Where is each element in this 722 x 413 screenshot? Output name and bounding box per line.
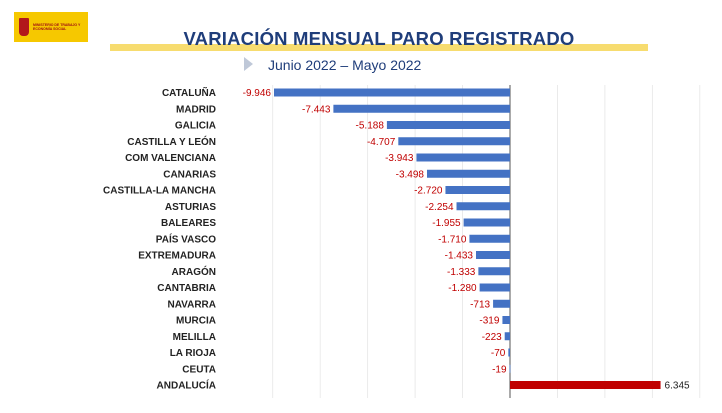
category-labels: CATALUÑA MADRID GALICIA CASTILLA Y LEÓN COM …: [103, 86, 216, 392]
category-label: CASTILLA Y LEÓN: [127, 135, 216, 148]
bar-cantabria: [479, 283, 510, 292]
category-label: ANDALUCÍA: [157, 379, 216, 392]
value-label: -1.710: [438, 234, 467, 245]
category-label: GALICIA: [175, 121, 216, 132]
bar-galicia: [386, 121, 510, 129]
coat-of-arms-icon: [19, 18, 29, 36]
value-label: -5.188: [356, 121, 385, 132]
value-label: 6.345: [665, 381, 690, 392]
category-label: PAÍS VASCO: [156, 232, 216, 245]
category-label: COM VALENCIANA: [125, 153, 216, 164]
value-label: -713: [470, 299, 490, 310]
value-label: -19: [492, 364, 507, 375]
bar-aragón: [478, 267, 510, 276]
bar-ceuta: [509, 364, 511, 373]
value-label: -7.443: [302, 104, 331, 115]
value-label: -1.333: [447, 267, 476, 278]
bar-andalucía: [510, 381, 661, 389]
category-label: EXTREMADURA: [138, 251, 216, 262]
bars: [274, 88, 661, 389]
value-label: -319: [479, 316, 499, 327]
value-label: -2.720: [414, 186, 443, 197]
category-label: CANARIAS: [163, 169, 216, 180]
government-logo: Ministerio de Trabajo y Economía Social: [14, 12, 88, 42]
value-label: -3.943: [385, 153, 414, 164]
value-label: -9.946: [243, 88, 272, 99]
bar-melilla: [504, 332, 510, 341]
bar-murcia: [502, 316, 510, 324]
value-labels: -9.946 -7.443 -5.188 -4.707 -3.943 -3.498 -2.7…: [243, 88, 690, 392]
bar-com-valenciana: [416, 153, 510, 162]
bar-madrid: [333, 104, 510, 113]
subtitle-arrow-icon: [244, 57, 253, 71]
category-label: CANTABRIA: [157, 283, 216, 294]
category-label: BALEARES: [161, 218, 216, 229]
value-label: -70: [491, 348, 506, 359]
bar-cataluña: [274, 88, 510, 97]
bar-la-rioja: [508, 348, 510, 357]
value-label: -1.955: [432, 218, 461, 229]
category-label: LA RIOJA: [170, 348, 216, 359]
value-label: -1.433: [445, 251, 474, 262]
category-label: MELILLA: [173, 332, 216, 343]
bar-baleares: [463, 218, 510, 227]
value-label: -1.280: [448, 283, 477, 294]
category-label: ASTURIAS: [165, 202, 216, 213]
chart-subtitle: Junio 2022 – Mayo 2022: [268, 57, 422, 73]
value-label: -4.707: [367, 137, 396, 148]
bar-canarias: [426, 169, 510, 178]
bar-país-vasco: [469, 234, 510, 243]
category-label: CEUTA: [182, 364, 216, 375]
bar-castilla-la-mancha: [445, 186, 510, 194]
logo-text: Ministerio de Trabajo y Economía Social: [33, 22, 81, 32]
bar-castilla-y-león: [398, 137, 510, 146]
category-label: NAVARRA: [167, 299, 216, 310]
gridlines: [272, 85, 701, 398]
bar-extremadura: [475, 251, 510, 259]
chart-title: VARIACIÓN MENSUAL PARO REGISTRADO: [183, 28, 575, 49]
category-label: CATALUÑA: [162, 86, 216, 99]
value-label: -3.498: [396, 169, 425, 180]
category-label: CASTILLA-LA MANCHA: [103, 186, 216, 197]
bar-navarra: [493, 299, 510, 308]
category-label: ARAGÓN: [172, 265, 216, 278]
category-label: MADRID: [176, 104, 216, 115]
category-label: MURCIA: [176, 316, 216, 327]
title-underline-band: [110, 44, 648, 51]
bar-asturias: [456, 202, 510, 211]
value-label: -2.254: [425, 202, 454, 213]
value-label: -223: [482, 332, 502, 343]
